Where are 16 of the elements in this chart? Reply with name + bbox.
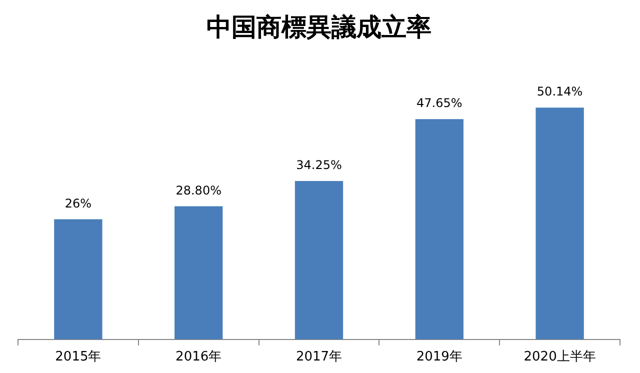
data-label: 34.25% [296,158,342,172]
data-label: 28.80% [176,183,222,198]
data-label: 50.14% [536,84,583,99]
x-tick-label: 2020上半年 [524,350,596,365]
chart-title: 中国商標異議成立率 [206,12,432,42]
bar [294,181,344,340]
x-tick-label: 2019年 [416,350,462,365]
data-label: 26% [64,196,92,210]
x-tick-label: 2015年 [55,350,102,365]
bar [54,219,102,340]
data-label: 47.65% [416,96,462,110]
bar [174,206,223,340]
x-tick-label: 2017年 [296,350,342,365]
bar [415,119,464,340]
bar [536,108,584,340]
x-tick-label: 2016年 [176,350,222,365]
